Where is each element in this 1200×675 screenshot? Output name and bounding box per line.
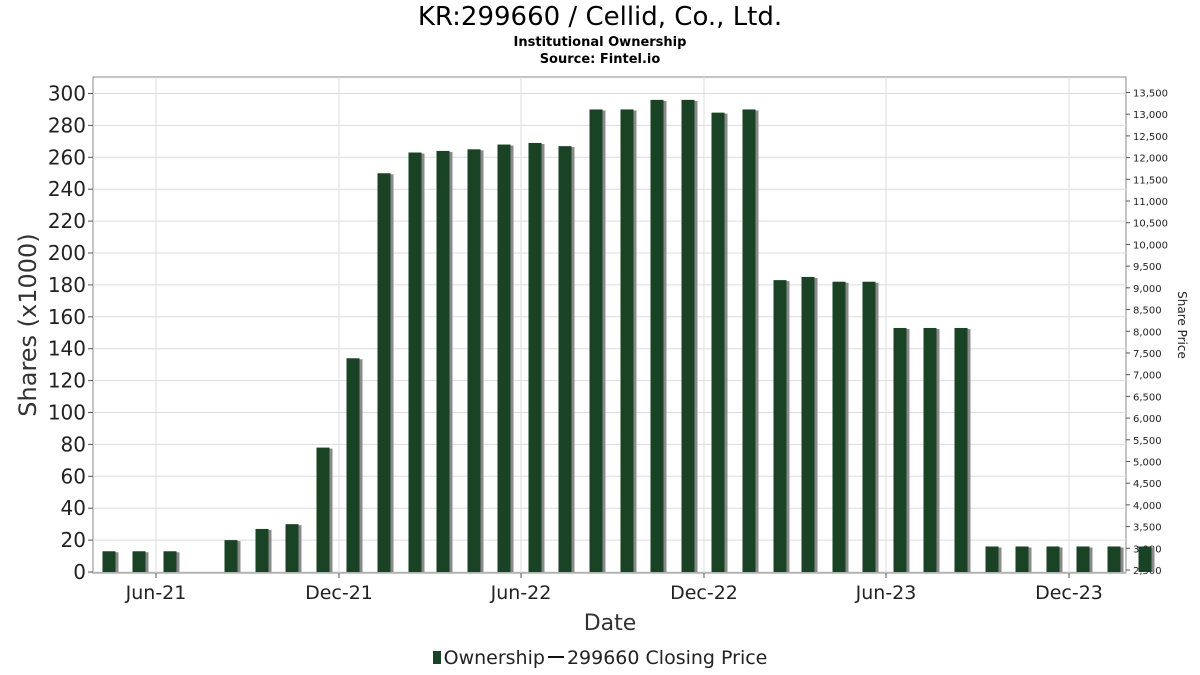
ownership-bar: [985, 546, 999, 572]
ownership-bar: [893, 327, 907, 572]
ownership-bar: [620, 109, 634, 572]
y-tick-label: 200: [48, 241, 86, 265]
y-tick-label: 260: [48, 145, 86, 169]
y2-tick-label: 11,500: [1133, 175, 1168, 186]
ownership-bar: [132, 551, 146, 572]
ownership-bar: [954, 327, 968, 572]
chart-title: KR:299660 / Cellid, Co., Ltd.: [417, 2, 783, 32]
ownership-bar: [1138, 546, 1152, 572]
chart-source: Source: Fintel.io: [539, 52, 661, 67]
legend-price-label: 299660 Closing Price: [566, 647, 768, 669]
x-tick-label: Dec-22: [670, 582, 738, 604]
ownership-bar: [285, 524, 299, 572]
x-tick-label: Dec-21: [305, 582, 373, 604]
x-axis-title: Date: [584, 611, 637, 636]
ownership-bar: [801, 276, 815, 572]
legend-ownership-label: Ownership: [443, 647, 545, 669]
ownership-bar: [862, 281, 876, 572]
ownership-bar: [1107, 546, 1121, 572]
y-tick-label: 120: [48, 369, 86, 393]
ownership-bar: [650, 99, 664, 572]
y2-tick-label: 12,000: [1133, 154, 1168, 165]
plot-area: [92, 76, 1127, 574]
y2-tick-label: 13,000: [1133, 110, 1168, 121]
y2-tick-label: 8,000: [1133, 327, 1162, 338]
ownership-bar: [711, 112, 725, 572]
y2-tick-label: 7,000: [1133, 371, 1162, 382]
ownership-bar: [773, 280, 787, 572]
y-tick-label: 100: [48, 401, 86, 425]
ownership-bar: [558, 146, 572, 572]
chart-legend: Ownership 299660 Closing Price: [0, 647, 1200, 669]
ownership-bar: [408, 152, 422, 572]
ownership-bar: [832, 281, 846, 572]
legend-price-swatch: [547, 656, 564, 658]
y2-tick-label: 6,000: [1133, 414, 1162, 425]
legend-ownership-swatch: [432, 651, 441, 664]
ownership-bar: [436, 150, 450, 573]
ownership-bar: [1015, 546, 1029, 572]
y2-tick-label: 8,500: [1133, 306, 1162, 317]
y2-tick-label: 5,000: [1133, 457, 1162, 468]
ownership-bar: [1046, 546, 1060, 572]
y-tick-label: 80: [61, 432, 86, 456]
y2-tick-label: 4,500: [1133, 479, 1162, 490]
ownership-bar: [1076, 546, 1090, 572]
y-tick-label: 220: [48, 209, 86, 233]
y2-tick-label: 3,500: [1133, 523, 1162, 534]
y2-tick-label: 10,000: [1133, 240, 1168, 251]
y2-tick-label: 5,500: [1133, 436, 1162, 447]
y-tick-label: 160: [48, 305, 86, 329]
ownership-bar: [497, 144, 511, 573]
y2-tick-label: 9,500: [1133, 262, 1162, 273]
y-tick-label: 60: [61, 464, 86, 488]
ownership-bar: [528, 142, 542, 572]
x-tick-label: Jun-21: [125, 582, 187, 604]
y-tick-label: 140: [48, 337, 86, 361]
y-tick-label: 40: [61, 496, 86, 520]
y2-tick-label: 4,000: [1133, 501, 1162, 512]
y2-tick-label: 6,500: [1133, 392, 1162, 403]
ownership-bar: [589, 109, 603, 572]
y2-tick-label: 12,500: [1133, 132, 1168, 143]
ownership-bar: [346, 358, 360, 572]
y-tick-label: 300: [48, 82, 86, 106]
y2-tick-label: 9,000: [1133, 284, 1162, 295]
y2-axis-title: Share Price: [1175, 291, 1189, 359]
ownership-bar: [467, 149, 481, 572]
ownership-bar: [377, 173, 391, 572]
ownership-bar: [923, 327, 937, 572]
y2-tick-label: 13,500: [1133, 89, 1168, 100]
x-tick-label: Jun-22: [490, 582, 552, 604]
ownership-bar: [742, 109, 756, 572]
y-tick-label: 240: [48, 177, 86, 201]
y-tick-label: 280: [48, 113, 86, 137]
y2-tick-label: 7,500: [1133, 349, 1162, 360]
ownership-bar: [681, 99, 695, 572]
x-tick-label: Dec-23: [1035, 582, 1103, 604]
y-tick-label: 180: [48, 273, 86, 297]
y2-tick-label: 10,500: [1133, 219, 1168, 230]
y-tick-label: 20: [61, 528, 86, 552]
ownership-bar: [316, 447, 330, 572]
y2-tick-label: 11,000: [1133, 197, 1168, 208]
ownership-bar: [255, 528, 269, 572]
y-axis-title: Shares (x1000): [14, 233, 42, 416]
x-tick-label: Jun-23: [855, 582, 917, 604]
ownership-bar: [102, 551, 116, 572]
ownership-bar: [224, 540, 238, 572]
ownership-bar: [163, 551, 177, 572]
y-tick-label: 0: [73, 560, 86, 584]
chart-subtitle: Institutional Ownership: [513, 35, 687, 50]
